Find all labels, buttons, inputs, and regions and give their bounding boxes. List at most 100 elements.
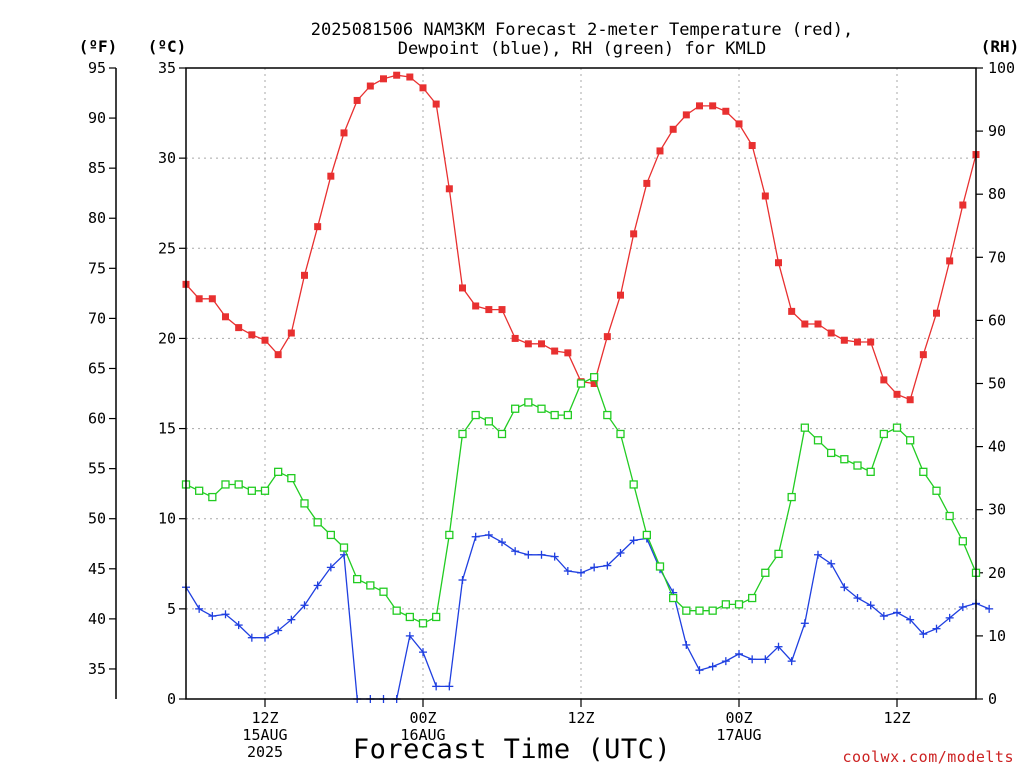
- rh-point: [471, 410, 480, 420]
- rh-point: [576, 379, 586, 388]
- fahrenheit-tick-label: 35: [88, 660, 106, 678]
- dewpoint-point: [616, 548, 625, 557]
- rh-point: [313, 518, 322, 527]
- rh-point: [840, 455, 849, 464]
- dewpoint-point: [590, 563, 599, 572]
- rh-point: [287, 473, 296, 483]
- rh-point: [339, 543, 349, 552]
- rh-point: [392, 606, 401, 615]
- celsius-tick-label: 10: [158, 510, 176, 528]
- rh-tick-label: 90: [988, 122, 1006, 140]
- rh-point: [497, 429, 507, 439]
- temperature-point: [893, 390, 901, 398]
- rh-tick-label: 60: [988, 311, 1006, 329]
- temperature-point: [419, 84, 427, 92]
- temperature-point: [801, 320, 809, 328]
- temperature-point: [327, 172, 335, 180]
- rh-point: [221, 480, 230, 489]
- temperature-point: [353, 96, 361, 104]
- series-layer: [181, 71, 994, 703]
- rh-point: [234, 480, 243, 489]
- temperature-point: [485, 306, 493, 314]
- dewpoint-point: [445, 682, 454, 691]
- rh-point: [800, 423, 809, 432]
- x-tick-label: 15AUG: [242, 726, 287, 744]
- fahrenheit-tick-label: 70: [88, 309, 106, 327]
- dewpoint-point: [814, 550, 822, 559]
- dewpoint-point: [774, 642, 783, 651]
- temperature-point: [656, 147, 664, 155]
- dewpoint-point: [577, 568, 585, 577]
- rh-point: [550, 410, 559, 420]
- rh-point: [682, 606, 691, 615]
- dewpoint-point: [287, 615, 296, 624]
- rh-point: [405, 612, 414, 622]
- temperature-point: [867, 338, 875, 346]
- rh-point: [813, 436, 823, 445]
- temperature-point: [669, 125, 677, 133]
- dewpoint-point: [261, 633, 269, 642]
- dewpoint-point: [550, 552, 559, 561]
- dewpoint-point: [919, 630, 928, 639]
- dewpoint-point: [300, 601, 309, 610]
- temperature-point: [722, 107, 730, 115]
- temperature-point: [261, 336, 269, 344]
- rh-point: [774, 549, 783, 559]
- fahrenheit-tick-label: 40: [88, 610, 106, 628]
- rh-point: [603, 410, 612, 420]
- chart-title-line1: 2025081506 NAM3KM Forecast 2-meter Tempe…: [311, 20, 853, 40]
- dewpoint-point: [419, 648, 427, 657]
- rh-point: [734, 600, 744, 609]
- x-tick-label: 2025: [247, 743, 283, 761]
- dewpoint-point: [458, 576, 467, 585]
- x-tick-label: 17AUG: [716, 726, 761, 744]
- temperature-point: [630, 230, 638, 238]
- dewpoint-point: [827, 559, 836, 568]
- fahrenheit-unit-label: (ºF): [79, 37, 118, 56]
- rh-tick-label: 20: [988, 564, 1006, 582]
- temperature-point: [590, 380, 598, 387]
- temperature-point: [235, 324, 243, 332]
- rh-point: [524, 398, 533, 407]
- rh-point: [445, 530, 454, 540]
- temperature-point: [840, 336, 848, 344]
- temperature-point: [524, 340, 532, 348]
- x-tick-label: 12Z: [251, 709, 278, 727]
- celsius-tick-label: 30: [158, 149, 176, 167]
- celsius-tick-label: 15: [158, 420, 176, 438]
- rh-point: [353, 574, 362, 584]
- rh-point: [748, 593, 757, 603]
- rh-point: [827, 448, 836, 458]
- rh-point: [761, 568, 770, 577]
- celsius-tick-label: 5: [167, 600, 176, 618]
- rh-point: [511, 404, 520, 413]
- x-tick-label: 12Z: [567, 709, 594, 727]
- dewpoint-point: [629, 536, 638, 545]
- rh-point: [300, 499, 309, 508]
- temperature-point: [603, 333, 611, 341]
- dewpoint-point: [405, 631, 414, 640]
- dewpoint-point: [537, 550, 546, 559]
- rh-point: [260, 486, 270, 495]
- dewpoint-point: [906, 615, 915, 624]
- rh-point: [919, 467, 928, 476]
- rh-point: [274, 467, 283, 476]
- fahrenheit-tick-label: 50: [88, 510, 106, 528]
- series-line-1: [185, 534, 990, 700]
- fahrenheit-tick-label: 90: [88, 109, 106, 127]
- rh-point: [932, 486, 941, 495]
- rh-point: [721, 600, 730, 609]
- temperature-point: [551, 347, 559, 355]
- temperature-point: [274, 351, 282, 359]
- rh-point: [853, 461, 862, 470]
- dewpoint-point: [208, 612, 217, 621]
- x-tick-label: 00Z: [409, 709, 436, 727]
- temperature-point: [222, 313, 229, 321]
- celsius-tick-label: 25: [158, 239, 176, 257]
- temperature-point: [432, 100, 440, 108]
- rh-point: [879, 429, 888, 439]
- rh-point: [247, 486, 256, 495]
- temperature-point: [380, 75, 387, 83]
- rh-point: [379, 587, 388, 596]
- temperature-point: [775, 259, 782, 267]
